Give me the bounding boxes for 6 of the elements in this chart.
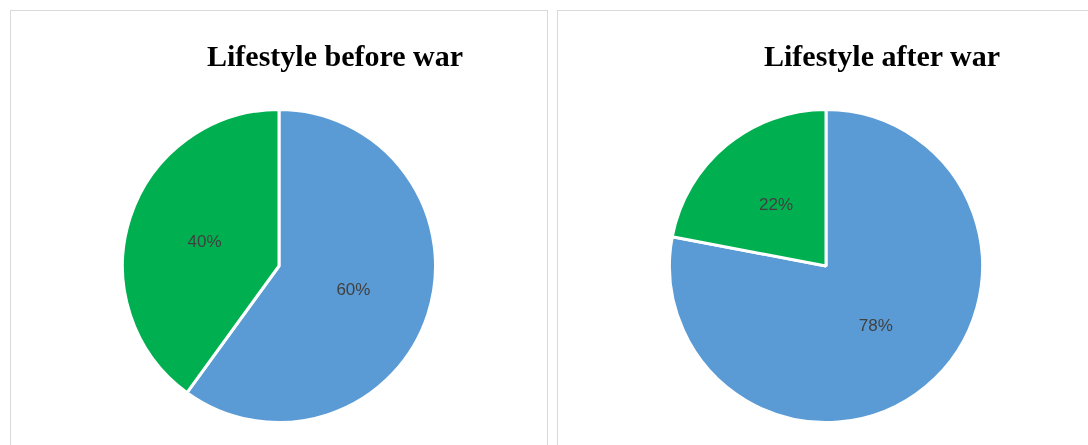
data-label: 22% (759, 195, 794, 215)
data-label: 60% (336, 279, 371, 299)
chart-title: Lifestyle after war (763, 39, 1001, 73)
data-label: 78% (858, 315, 893, 335)
data-label: 40% (187, 231, 222, 251)
chart-title: Lifestyle before war (206, 39, 464, 73)
